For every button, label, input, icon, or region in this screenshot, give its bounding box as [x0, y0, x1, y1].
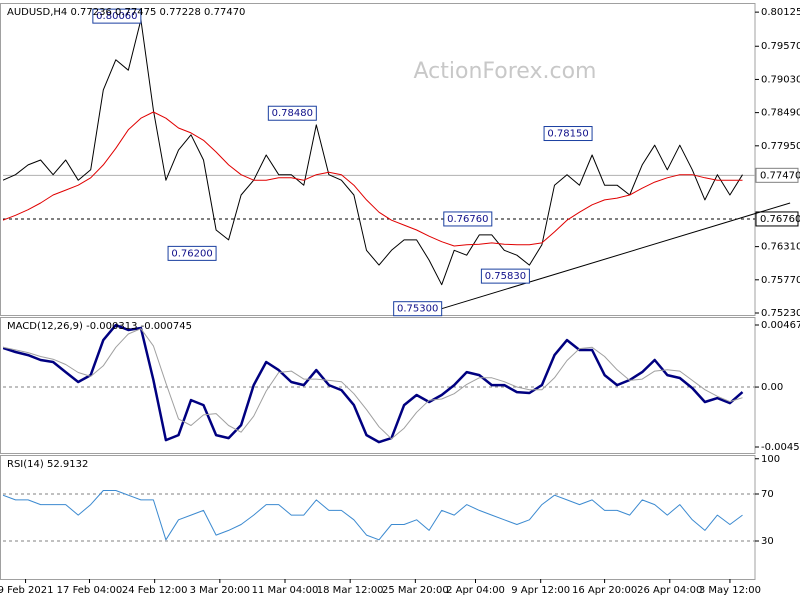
panel-title: AUDUSD,H4 0.77236 0.77475 0.77228 0.7747…: [7, 7, 245, 18]
panel-frame: [0, 455, 756, 580]
x-tick-label: 25 Mar 20:00: [382, 585, 449, 596]
y-tick-label: 0.77950: [761, 141, 800, 152]
annotation-box: [443, 211, 493, 227]
x-tick-label: 9 Feb 2021: [0, 585, 53, 596]
x-tick-label: 17 Feb 04:00: [57, 585, 123, 596]
annotation-label: 0.75830: [485, 271, 526, 282]
price-tag-label: 0.77470: [760, 170, 800, 181]
panel-frame: [0, 3, 756, 316]
x-tick-label: 3 May 12:00: [699, 585, 761, 596]
annotation-label: 0.78480: [272, 108, 313, 119]
annotation-box: [480, 268, 530, 284]
x-tick-label: 2 Apr 04:00: [446, 585, 505, 596]
series-line: [3, 490, 743, 541]
price-tag-label: 0.76760: [760, 214, 800, 225]
y-tick-label: 0.80125: [761, 7, 800, 18]
y-tick-label: 70: [761, 489, 774, 500]
annotation-label: 0.78150: [547, 129, 588, 140]
y-tick-label: 0.79030: [761, 74, 800, 85]
y-tick-label: 0.75770: [761, 275, 800, 286]
annotation-box: [92, 8, 142, 24]
annotation-label: 0.76760: [447, 214, 488, 225]
y-tick-label: 0.004677: [761, 320, 800, 331]
x-tick-label: 16 Apr 20:00: [572, 585, 637, 596]
annotation-box: [543, 126, 593, 142]
y-tick-label: 0.79570: [761, 41, 800, 52]
x-tick-label: 3 Mar 20:00: [190, 585, 250, 596]
annotation-label: 0.75300: [397, 304, 438, 315]
series-line: [3, 19, 743, 286]
x-tick-label: 11 Mar 04:00: [252, 585, 319, 596]
annotation-box: [267, 105, 317, 121]
series-line: [3, 111, 743, 247]
y-tick-label: 30: [761, 536, 774, 547]
annotation-box: [167, 245, 217, 261]
y-tick-label: 0.75230: [761, 308, 800, 319]
y-tick-label: -0.004519: [761, 442, 800, 453]
annotation-label: 0.80060: [96, 11, 137, 22]
annotation-label: 0.76200: [171, 248, 212, 259]
x-tick-label: 26 Apr 04:00: [637, 585, 702, 596]
y-tick-label: 100: [761, 454, 780, 465]
series-line: [3, 328, 743, 440]
trendline: [441, 202, 791, 310]
annotation-box: [393, 301, 443, 317]
x-tick-label: 18 Mar 12:00: [317, 585, 384, 596]
series-line: [3, 323, 744, 444]
x-tick-label: 24 Feb 12:00: [122, 585, 188, 596]
price-tag: [755, 211, 799, 227]
panel-frame: [0, 317, 756, 454]
y-tick-label: 0.78490: [761, 108, 800, 119]
panel-title: RSI(14) 52.9132: [7, 459, 88, 470]
watermark: ActionForex.com: [414, 59, 597, 84]
panel-title: MACD(12,26,9) -0.000313 -0.000745: [7, 321, 192, 332]
price-tag: [755, 167, 799, 183]
x-tick-label: 9 Apr 12:00: [511, 585, 570, 596]
y-tick-label: 0.00: [761, 382, 783, 393]
y-tick-label: 0.76310: [761, 242, 800, 253]
